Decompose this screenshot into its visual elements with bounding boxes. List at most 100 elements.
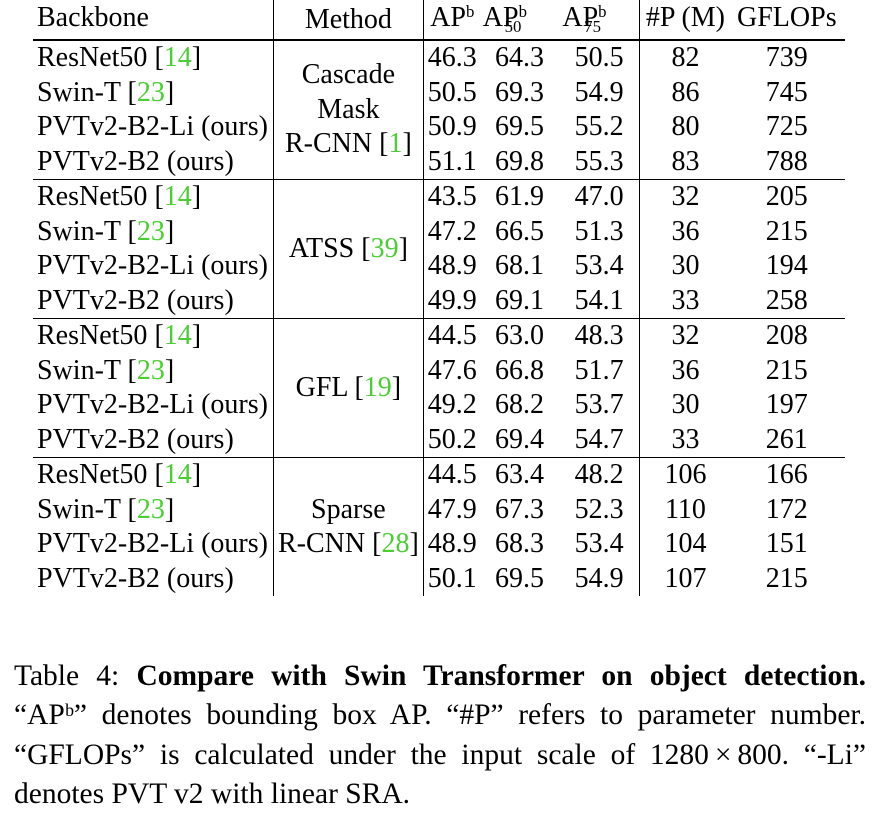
cell-gflops: 215	[765, 215, 808, 247]
backbone-name: Swin-T	[37, 493, 128, 525]
cell-backbone: ResNet50 [14]	[33, 318, 274, 354]
header-params: #P (M)	[638, 0, 731, 41]
table-row: PVTv2-B2-Li (ours) 48.9 68.3 53.4 104 151	[33, 527, 845, 562]
cell-gflops: 215	[765, 354, 808, 386]
cell-ap50: 68.3	[495, 528, 545, 559]
citation-ref[interactable]: 1	[388, 128, 403, 160]
cell-ap75: 48.3	[559, 318, 640, 354]
cell-ap75: 53.7	[574, 389, 624, 420]
citation-ref[interactable]: 23	[136, 76, 165, 108]
cell-backbone: PVTv2-B2 (ours)	[33, 284, 273, 319]
cell-backbone: ResNet50 [14]	[33, 457, 274, 493]
method-line: GFL	[295, 371, 355, 403]
table-row: PVTv2-B2-Li (ours) 49.2 68.2 53.7 30 197	[33, 388, 845, 423]
cell-ap: 44.5	[423, 457, 480, 493]
table-row: PVTv2-B2 (ours) 51.1 69.8 55.3 83 788	[33, 144, 845, 180]
cell-backbone: PVTv2-B2 (ours)	[33, 145, 273, 180]
backbone-name: PVTv2-B2-Li (ours)	[37, 111, 268, 142]
cell-backbone: Swin-T [23]	[37, 76, 175, 108]
results-table-container: Backbone Method APb APb 50 APb 75 #P (M) G…	[33, 0, 845, 596]
method-line: Mask	[317, 93, 380, 125]
citation-ref[interactable]: 23	[136, 493, 165, 525]
cell-backbone: ResNet50 [14]	[37, 42, 202, 73]
header-gflops: GFLOPs	[731, 0, 845, 41]
cell-ap: 48.9	[427, 528, 477, 559]
table-row: Swin-T [23] 47.6 66.8 51.7 36 215	[33, 353, 845, 388]
cell-backbone: Swin-T [23]	[37, 215, 175, 247]
method-line: Cascade	[301, 59, 396, 91]
cell-ap75: 54.1	[574, 284, 624, 316]
cell-backbone: PVTv2-B2-Li (ours)	[33, 249, 273, 284]
cell-ap: 50.2	[427, 423, 477, 455]
cell-method: ATSS [39]	[272, 179, 424, 319]
results-table: Backbone Method APb APb 50 APb 75 #P (M) G…	[33, 0, 845, 596]
table-row: Swin-T [23] 47.2 66.5 51.3 36 215	[33, 214, 845, 249]
cell-ap75: 47.0	[559, 179, 640, 215]
cell-ap50: 69.3	[495, 76, 545, 108]
backbone-name: Swin-T	[37, 354, 128, 386]
header-ap75: APb 75	[559, 0, 640, 41]
cell-gflops: 258	[765, 284, 808, 316]
cell-gflops: 745	[765, 76, 808, 108]
cell-ap75: 53.4	[574, 528, 624, 559]
backbone-name: PVTv2-B2-Li (ours)	[37, 389, 268, 420]
citation-ref[interactable]: 39	[370, 232, 399, 264]
cell-ap50: 68.2	[495, 389, 545, 420]
citation-ref[interactable]: 14	[163, 320, 192, 351]
cell-gflops: 151	[765, 528, 808, 559]
citation-ref[interactable]: 23	[136, 354, 165, 386]
cell-params: 83	[638, 144, 731, 180]
cell-method: GFL [19]	[272, 318, 424, 458]
table-row: ResNet50 [14] GFL [19] 44.5 63.0 48.3 32 208	[33, 318, 845, 458]
cell-params: 32	[638, 179, 731, 215]
header-ap: APb	[423, 0, 480, 41]
cell-ap: 49.2	[427, 389, 477, 420]
table-row: Swin-T [23] 50.5 69.3 54.9 86 745	[33, 75, 845, 110]
backbone-name: PVTv2-B2-Li (ours)	[37, 528, 268, 559]
cell-ap75: 54.7	[574, 423, 624, 455]
cell-ap75: 53.4	[574, 250, 624, 281]
cell-method: Cascade Mask R-CNN [1]	[272, 40, 424, 180]
cell-backbone: PVTv2-B2 (ours)	[33, 423, 273, 458]
backbone-name: Swin-T	[37, 76, 128, 108]
citation-ref[interactable]: 14	[163, 42, 192, 73]
cell-ap: 48.9	[427, 250, 477, 281]
cell-ap50: 69.8	[495, 145, 545, 177]
cell-backbone: PVTv2-B2-Li (ours)	[33, 388, 273, 423]
table-row: PVTv2-B2 (ours) 49.9 69.1 54.1 33 258	[33, 283, 845, 319]
cell-ap50: 61.9	[479, 179, 560, 215]
cell-params: 107	[638, 561, 731, 596]
table-row: PVTv2-B2-Li (ours) 48.9 68.1 53.4 30 194	[33, 249, 845, 284]
cell-params: 82	[638, 40, 731, 76]
cell-params: 36	[638, 214, 731, 249]
cell-backbone: PVTv2-B2 (ours)	[33, 562, 273, 597]
cell-gflops: 172	[765, 493, 808, 525]
cell-gflops: 166	[731, 457, 845, 493]
backbone-name: ResNet50	[37, 42, 155, 73]
cell-ap50: 66.8	[495, 354, 545, 386]
cell-backbone: Swin-T [23]	[37, 354, 175, 386]
citation-ref[interactable]: 28	[381, 528, 410, 559]
cell-ap50: 69.4	[495, 423, 545, 455]
cell-ap50: 69.5	[495, 562, 545, 594]
cell-ap75: 51.3	[574, 215, 624, 247]
caption-title: Compare with Swin Transformer on object …	[136, 659, 866, 692]
method-line: ATSS	[288, 232, 362, 264]
cell-gflops: 261	[765, 423, 808, 455]
cell-ap50: 67.3	[495, 493, 545, 525]
backbone-name: ResNet50	[37, 320, 155, 351]
cell-gflops: 215	[765, 562, 808, 594]
cell-ap75: 52.3	[574, 493, 624, 525]
cell-params: 30	[638, 249, 731, 284]
citation-ref[interactable]: 19	[363, 371, 392, 403]
citation-ref[interactable]: 14	[163, 181, 192, 212]
cell-ap: 47.2	[427, 215, 477, 247]
cell-backbone: Swin-T [23]	[37, 493, 175, 525]
backbone-name: ResNet50	[37, 181, 155, 212]
cell-gflops: 788	[765, 145, 808, 177]
table-body: ResNet50 [14] Cascade Mask R-CNN [1] 46.3 64.…	[33, 40, 845, 596]
citation-ref[interactable]: 14	[163, 459, 192, 490]
table-row: ResNet50 [14] Sparse R-CNN [28] 44.5 63.4 48.…	[33, 457, 845, 596]
cell-params: 36	[638, 353, 731, 388]
citation-ref[interactable]: 23	[136, 215, 165, 247]
